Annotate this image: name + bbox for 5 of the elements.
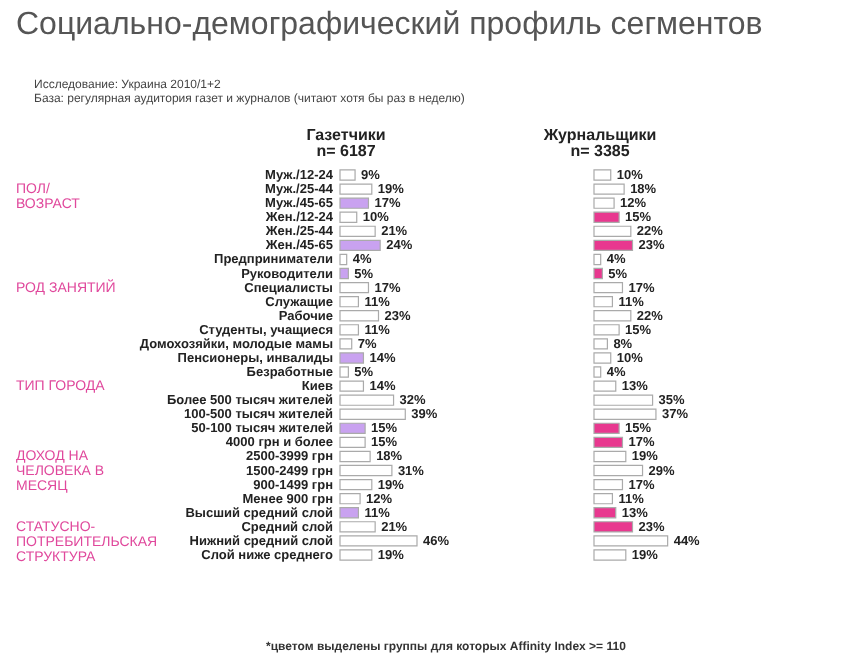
chart-subtitle: n= 6187 [316,142,377,160]
text: Социально-демографический профиль сегментов [16,8,763,44]
chart-subtitle: n= 3385 [570,142,631,160]
chart-title: Журнальщики [541,126,657,144]
chart-title: Газетчики [306,126,386,144]
